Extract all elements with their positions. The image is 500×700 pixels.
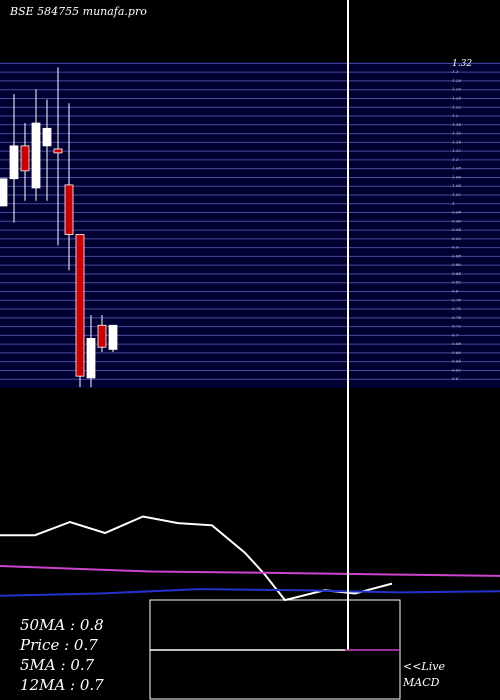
y-tick-label: 0.6 <box>452 376 459 381</box>
y-tick-label: 1.2 <box>452 113 459 118</box>
candle-body <box>75 234 85 377</box>
y-tick-label: 0.86 <box>452 262 461 267</box>
candle-body <box>108 324 118 350</box>
y-tick-label: 1.3 <box>452 69 459 74</box>
y-tick-label: 1.1 <box>452 157 458 162</box>
y-tick-label: 0.62 <box>452 367 461 372</box>
y-tick-label: 1.24 <box>452 95 461 100</box>
candle-body <box>64 184 74 235</box>
candle-body <box>31 122 41 189</box>
y-tick-label: 0.74 <box>452 315 461 320</box>
y-tick-label: 1.22 <box>452 104 461 109</box>
legend-item: 12MA : 0.7 <box>20 676 104 694</box>
y-tick-label: 0.92 <box>452 236 461 241</box>
y-tick-label: 0.82 <box>452 280 461 285</box>
y-tick-label: 0.72 <box>452 324 461 329</box>
legend-item: 5MA : 0.7 <box>20 656 95 674</box>
y-tick-label: 1.08 <box>452 166 461 171</box>
y-tick-label: 1.32 <box>452 59 472 69</box>
y-tick-label: 1.14 <box>452 139 461 144</box>
legend-item: 50MA : 0.8 <box>20 616 104 634</box>
y-tick-label: 0.76 <box>452 306 461 311</box>
y-tick-label: 1.04 <box>452 183 461 188</box>
y-tick-label: 1.06 <box>452 174 461 179</box>
chart-title: BSE 584755 munafa.pro <box>9 5 147 18</box>
y-tick-label: 1.26 <box>452 87 461 92</box>
live-label: <<Live <box>403 660 445 673</box>
y-tick-label: 1.02 <box>452 192 461 197</box>
candle-body <box>42 127 52 147</box>
legend-item: Price : 0.7 <box>19 636 98 654</box>
y-tick-label: 0.9 <box>452 245 459 250</box>
y-tick-label: 1 <box>452 201 455 206</box>
y-tick-label: 0.84 <box>452 271 461 276</box>
y-tick-label: 0.88 <box>452 253 461 258</box>
y-tick-label: 1.12 <box>452 148 461 153</box>
y-tick-label: 0.96 <box>452 218 461 223</box>
candle-body <box>9 145 19 180</box>
y-tick-label: 0.94 <box>452 227 461 232</box>
indicator-line <box>0 565 500 577</box>
candle-body <box>86 338 96 379</box>
indicator-line <box>0 588 500 597</box>
y-tick-label: 0.98 <box>452 210 461 215</box>
candle-body <box>53 148 63 154</box>
candle-body <box>20 145 30 172</box>
candle-body <box>0 178 8 207</box>
y-tick-label: 1.18 <box>452 122 461 127</box>
y-tick-label: 0.66 <box>452 350 461 355</box>
y-tick-label: 0.7 <box>452 332 459 337</box>
y-tick-label: 1.16 <box>452 131 461 136</box>
y-tick-label: 0.8 <box>452 288 459 293</box>
candle-body <box>97 324 107 348</box>
price-panel <box>0 62 500 388</box>
y-tick-label: 0.64 <box>452 359 461 364</box>
y-tick-label: 0.78 <box>452 297 461 302</box>
macd-label: MACD <box>402 676 440 689</box>
y-tick-label: 1.28 <box>452 78 461 83</box>
y-tick-label: 0.68 <box>452 341 461 346</box>
